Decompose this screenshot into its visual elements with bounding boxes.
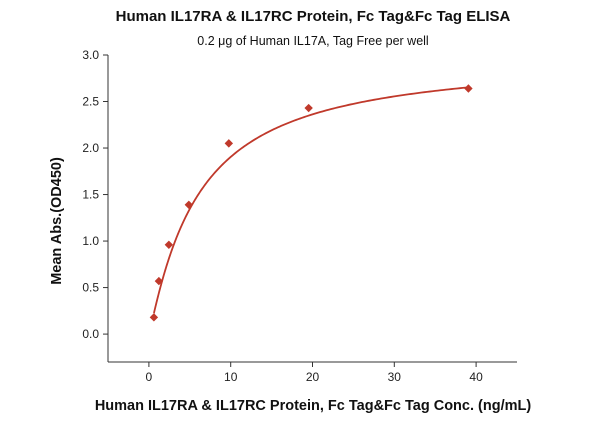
y-tick-label: 2.0 xyxy=(82,141,99,155)
data-point-marker xyxy=(184,200,194,209)
y-axis-label: Mean Abs.(OD450) xyxy=(49,157,65,285)
y-tick-label: 0.0 xyxy=(82,327,99,341)
data-point-marker xyxy=(464,84,473,93)
x-tick-label: 20 xyxy=(306,370,320,384)
data-point-marker xyxy=(154,276,164,286)
axes xyxy=(107,55,517,363)
chart-title: Human IL17RA & IL17RC Protein, Fc Tag&Fc… xyxy=(116,8,511,25)
x-tick-label: 0 xyxy=(146,370,153,384)
y-tick-label: 2.5 xyxy=(82,95,99,109)
y-axis-ticks: 0.0 0.5 1.0 1.5 2.0 2.5 3.0 xyxy=(82,48,108,341)
y-tick-label: 1.0 xyxy=(82,234,99,248)
fit-curve xyxy=(153,86,469,314)
data-point-marker xyxy=(149,313,159,322)
y-tick-label: 3.0 xyxy=(82,48,99,62)
data-point-marker xyxy=(304,103,313,113)
x-tick-label: 30 xyxy=(388,370,402,384)
x-axis-label: Human IL17RA & IL17RC Protein, Fc Tag&Fc… xyxy=(95,398,532,414)
data-points xyxy=(149,84,473,322)
data-point-marker xyxy=(164,240,174,249)
data-point-marker xyxy=(224,139,234,148)
y-tick-label: 1.5 xyxy=(82,188,99,202)
x-tick-label: 10 xyxy=(224,370,238,384)
y-tick-label: 0.5 xyxy=(82,281,99,295)
x-tick-label: 40 xyxy=(469,370,483,384)
chart-subtitle: 0.2 μg of Human IL17A, Tag Free per well xyxy=(197,34,428,48)
x-axis-ticks: 0 10 20 30 40 xyxy=(146,362,483,384)
